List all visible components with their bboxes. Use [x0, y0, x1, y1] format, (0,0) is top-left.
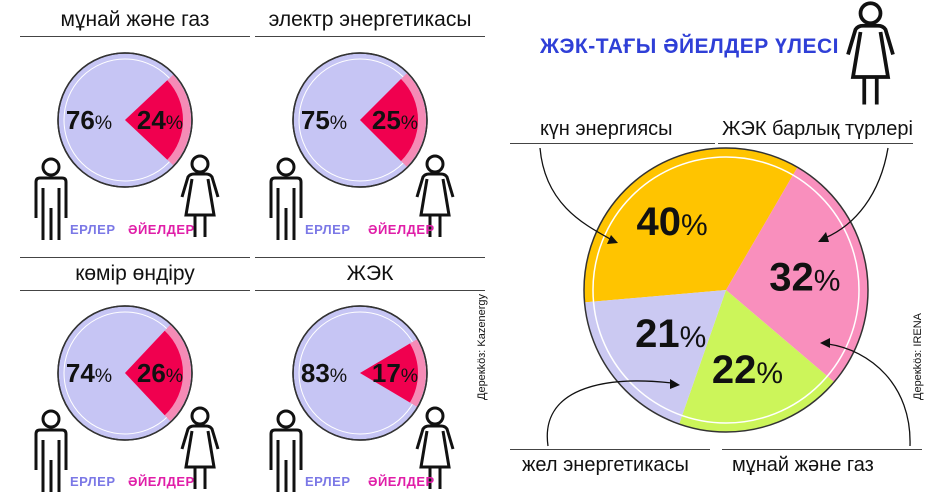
pie-outline	[583, 147, 869, 433]
divider	[20, 290, 250, 291]
callout-label: мұнай және газ	[732, 454, 874, 476]
divider	[510, 143, 715, 144]
callout-arrow	[546, 380, 673, 447]
woman-icon	[846, 1, 895, 105]
woman-icon	[180, 154, 220, 237]
divider	[255, 257, 485, 258]
pie-slice-women	[125, 80, 183, 160]
divider	[722, 449, 922, 450]
woman-icon	[415, 154, 455, 237]
men-label: ЕРЛЕР	[305, 222, 351, 237]
divider	[510, 449, 710, 450]
callout-label: ЖЭК барлық түрлері	[722, 118, 913, 140]
main-chart-title: ЖЭК-ТАҒЫ ӘЙЕЛДЕР ҮЛЕСІ	[540, 35, 840, 58]
arrow-head	[820, 338, 830, 348]
divider	[255, 290, 485, 291]
divider	[20, 36, 250, 37]
panel-title: электр энергетикасы	[268, 8, 472, 31]
man-icon	[34, 409, 68, 492]
pie-outline	[57, 52, 193, 188]
value-label-women: 17%	[372, 358, 418, 388]
woman-icon	[180, 406, 220, 489]
women-label: ӘЙЕЛДЕР	[128, 474, 195, 489]
callout-arrow	[827, 343, 911, 447]
panel-oil-gas: мұнай және газ	[20, 8, 250, 248]
source-note: Дерекköз: IRENA	[912, 312, 924, 400]
callout-arrow	[539, 147, 613, 241]
panel-title: ЖЭК	[346, 262, 394, 285]
women-label: ӘЙЕЛДЕР	[368, 474, 435, 489]
pie-slice-women	[360, 343, 418, 403]
women-label: ӘЙЕЛДЕР	[368, 222, 435, 237]
arrow-head	[818, 232, 829, 242]
pie-slice	[679, 290, 835, 432]
pie-slice	[726, 167, 868, 383]
man-icon	[34, 157, 68, 240]
men-label: ЕРЛЕР	[305, 474, 351, 489]
panel-coal: көмір өндіру	[20, 257, 250, 502]
panel-electricity: электр энергетикасы	[255, 8, 485, 248]
pie-slice	[584, 148, 798, 303]
pie-slice	[584, 290, 726, 425]
pie-outline	[57, 305, 193, 441]
divider	[255, 36, 485, 37]
source-note: Дерекköз: Kazenergy	[476, 294, 488, 400]
woman-icon	[415, 406, 455, 489]
men-label: ЕРЛЕР	[70, 222, 116, 237]
pie-outline	[292, 52, 428, 188]
callout-arrow	[824, 147, 889, 239]
man-icon	[269, 157, 303, 240]
divider	[20, 257, 250, 258]
divider	[718, 143, 913, 144]
callout-label: жел энергетикасы	[522, 454, 689, 476]
arrow-head	[670, 379, 680, 389]
panel-title: көмір өндіру	[75, 262, 195, 285]
arrow-head	[607, 235, 618, 244]
panel-title: мұнай және газ	[60, 8, 210, 31]
panel-res: ЖЭК	[255, 257, 485, 502]
women-label: ӘЙЕЛДЕР	[128, 222, 195, 237]
callout-label: күн энергиясы	[540, 118, 673, 140]
pie-inner-ring	[592, 156, 860, 424]
value-label-men: 76%	[66, 105, 112, 135]
pie-slice-women	[125, 330, 183, 416]
pie-outline	[292, 305, 428, 441]
value-label: 40%	[636, 200, 707, 244]
pie-slice-women	[360, 78, 419, 162]
man-icon	[269, 409, 303, 492]
men-label: ЕРЛЕР	[70, 474, 116, 489]
